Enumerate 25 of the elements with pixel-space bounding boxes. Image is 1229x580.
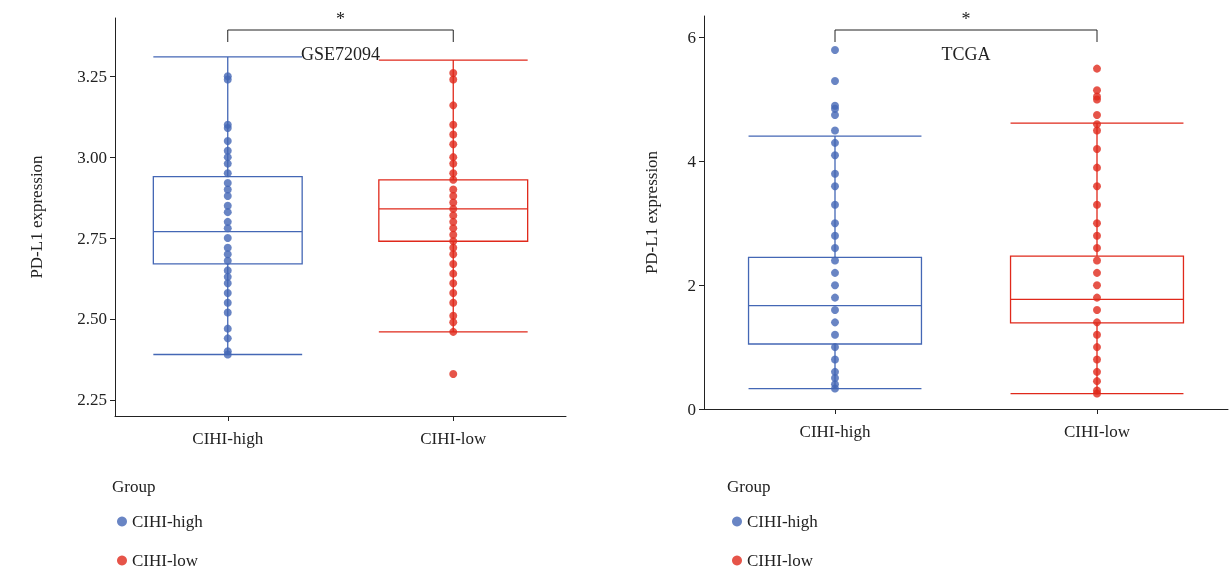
y-tick-label: 3.25 <box>77 66 107 86</box>
x-tick-label: CIHI-high <box>192 429 264 448</box>
y-tick-label: 4 <box>687 151 696 171</box>
legend-title: Group <box>112 477 156 496</box>
legend-label: CIHI-low <box>746 551 814 570</box>
text: GSE72094 <box>300 44 381 64</box>
y-tick-label: 3.00 <box>77 147 107 167</box>
x-tick-label: CIHI-low <box>1063 422 1131 441</box>
annotation: * <box>336 9 345 29</box>
y-tick-label: 0 <box>687 399 696 419</box>
y-tick-label: 2.75 <box>77 228 107 248</box>
legend-label: CIHI-high <box>132 512 204 531</box>
y-tick-label: 2 <box>687 275 696 295</box>
y-tick-label: 2.25 <box>77 390 107 410</box>
legend-title: Group <box>726 477 770 496</box>
text: TCGA <box>941 44 990 64</box>
legend-label: CIHI-high <box>746 512 818 531</box>
x-tick-label: CIHI-low <box>420 429 488 448</box>
y-tick-label: 2.50 <box>77 309 107 329</box>
y-tick-label: 6 <box>687 28 696 48</box>
x-tick-label: CIHI-high <box>799 422 871 441</box>
y-axis-title: PD-L1 expression <box>641 150 661 275</box>
legend-label: CIHI-low <box>132 551 199 570</box>
annotation: * <box>961 9 970 29</box>
y-axis-title: PD-L1 expression <box>27 154 46 279</box>
